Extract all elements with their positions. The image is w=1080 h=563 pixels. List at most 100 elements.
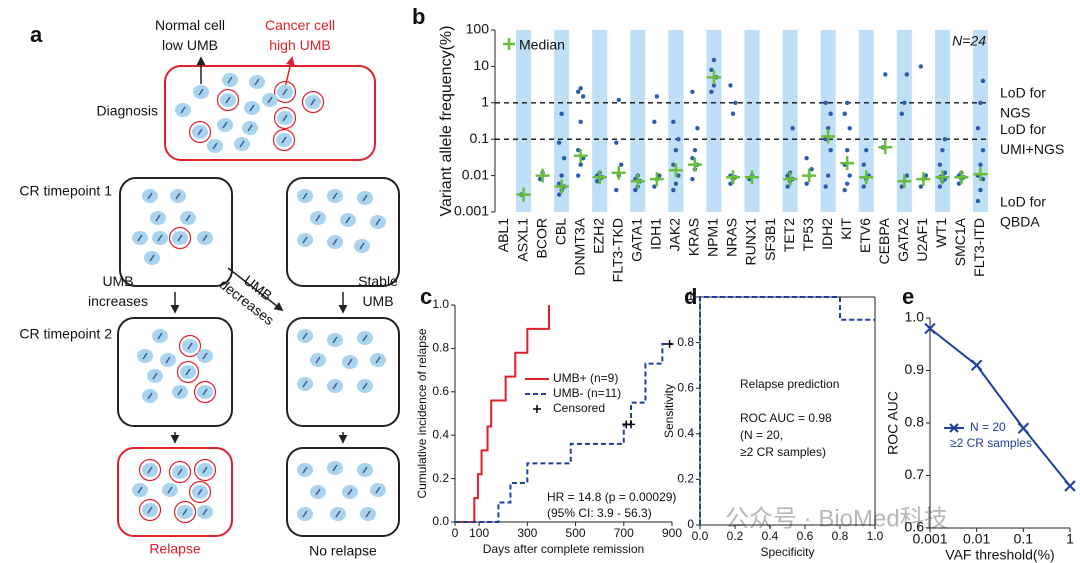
- data-point: [847, 126, 852, 131]
- cell-nucleus: [249, 104, 255, 112]
- data-point: [676, 173, 681, 178]
- threshold-label: LoD for: [1000, 85, 1046, 101]
- cell-nucleus: [180, 106, 186, 114]
- median-marker: [630, 174, 645, 189]
- legend-marker: [533, 405, 541, 413]
- data-point: [904, 72, 910, 77]
- data-line: [929, 327, 1071, 487]
- censored-marker: [665, 340, 674, 349]
- data-point: [733, 100, 738, 106]
- category-band: [554, 30, 570, 212]
- cell-nucleus: [137, 486, 143, 494]
- annotation: N=24: [952, 33, 986, 49]
- panel-label: c: [420, 284, 432, 309]
- cell-nucleus: [359, 242, 365, 250]
- cell-nucleus: [332, 382, 338, 390]
- data-point: [918, 184, 924, 189]
- cell-nucleus: [375, 486, 381, 494]
- umb-decreases-label: UMBdecreases: [217, 261, 289, 328]
- category-band: [858, 30, 874, 212]
- x-tick-label: WT1: [933, 218, 949, 248]
- y-tick-label: 0.01: [462, 166, 489, 182]
- data-point: [918, 64, 924, 69]
- cancer-ring: [176, 360, 200, 384]
- median-marker: [554, 179, 569, 194]
- data-point: [673, 181, 679, 186]
- cr2-left-box: [117, 317, 233, 427]
- x-tick-label: CEBPA: [876, 217, 892, 264]
- x-tick-label: SF3B1: [762, 218, 778, 261]
- data-marker: [924, 322, 936, 335]
- annotation: ≥2 CR samples): [740, 445, 826, 459]
- x-tick-label: 0.01: [963, 531, 990, 547]
- data-point: [980, 176, 986, 182]
- cell-nucleus: [347, 358, 353, 366]
- cancer-ring: [188, 480, 212, 504]
- cancer-ring: [301, 90, 325, 114]
- cell-nucleus: [187, 342, 193, 350]
- cell-nucleus: [177, 468, 183, 476]
- x-tick-label: 0: [452, 526, 459, 540]
- data-point: [711, 57, 717, 63]
- x-tick-label: JAK2: [667, 218, 683, 252]
- x-tick-label: 0.1: [1014, 531, 1034, 547]
- data-point: [614, 187, 619, 193]
- x-tick-label: KRAS: [686, 218, 702, 256]
- y-tick-label: 0.8: [905, 414, 925, 430]
- cell-nucleus: [197, 488, 203, 496]
- y-axis-label: Variant allele frequency(%): [438, 26, 455, 217]
- category-band: [706, 30, 722, 212]
- data-point: [904, 173, 910, 178]
- data-point: [614, 140, 619, 145]
- no-relapse-box: [286, 447, 400, 537]
- cell-nucleus: [315, 356, 321, 364]
- x-tick-label: ETV6: [857, 218, 873, 253]
- median-marker: [935, 170, 950, 185]
- data-point: [823, 100, 828, 106]
- x-tick-label: GATA2: [895, 218, 911, 262]
- cell-nucleus: [302, 192, 308, 200]
- y-tick-label: 0.001: [454, 203, 489, 219]
- y-axis-label: ROC AUC: [885, 391, 901, 455]
- cell-nucleus: [302, 332, 308, 340]
- cell-nucleus: [175, 192, 181, 200]
- median-marker: [821, 129, 836, 144]
- cell-nucleus: [335, 510, 341, 518]
- cell-nucleus: [212, 142, 218, 150]
- x-tick-label: TET2: [781, 218, 797, 252]
- cancer-ring: [138, 498, 162, 522]
- median-marker: [878, 140, 893, 155]
- data-point: [652, 119, 657, 125]
- panel-label: b: [412, 4, 425, 29]
- data-point: [823, 184, 828, 189]
- data-point: [899, 184, 905, 189]
- relapse-box: [117, 447, 233, 537]
- x-tick-label: 0.2: [727, 529, 744, 543]
- data-point: [785, 184, 790, 189]
- threshold-label: LoD for: [1000, 194, 1046, 210]
- x-tick-label: IDH1: [648, 218, 664, 250]
- data-point: [556, 192, 562, 197]
- x-tick-label: 100: [469, 526, 489, 540]
- cell-nucleus: [332, 192, 338, 200]
- annotation-title: Relapse prediction: [740, 377, 839, 391]
- threshold-label: LoD for: [1000, 121, 1046, 137]
- diagnosis-box: [164, 65, 376, 161]
- cr2-label: CR timepoint 2: [19, 326, 112, 342]
- data-point: [671, 187, 676, 193]
- cell-nucleus: [147, 192, 153, 200]
- arrow: [284, 56, 295, 89]
- x-tick-label: EZH2: [590, 218, 606, 254]
- data-point: [709, 67, 714, 73]
- data-point: [923, 173, 929, 178]
- cancer-ring: [193, 458, 217, 482]
- category-band: [516, 30, 532, 212]
- cell-nucleus: [302, 510, 308, 518]
- data-point: [899, 111, 905, 116]
- x-tick-label: 1: [1066, 531, 1074, 547]
- data-point: [728, 181, 733, 186]
- cell-nucleus: [302, 466, 308, 474]
- data-point: [845, 181, 850, 186]
- data-point: [671, 119, 676, 125]
- cell-nucleus: [185, 368, 191, 376]
